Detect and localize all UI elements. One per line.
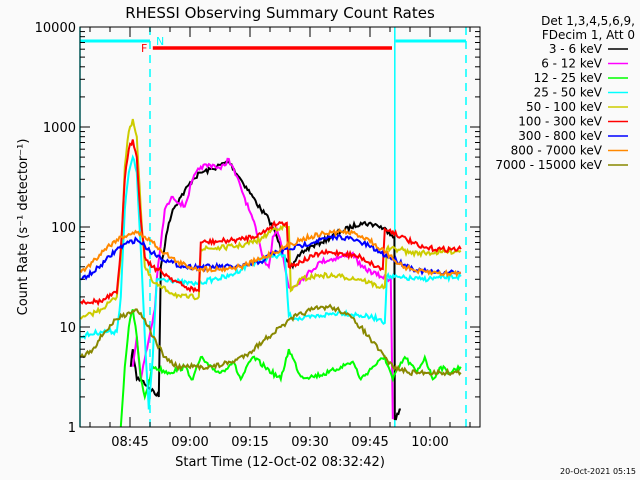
y-tick-label: 100 xyxy=(51,221,76,236)
legend-header-1: Det 1,3,4,5,6,9, xyxy=(541,14,635,28)
series-line-7 xyxy=(79,227,462,278)
night-label: N xyxy=(156,35,164,48)
legend-label-7: 800 - 7000 keV xyxy=(511,144,603,158)
legend-label-8: 7000 - 15000 keV xyxy=(495,158,602,172)
legend-label-1: 6 - 12 keV xyxy=(541,57,603,71)
y-tick-label: 10 xyxy=(59,321,76,336)
x-tick-label: 09:15 xyxy=(231,435,268,450)
legend-label-5: 100 - 300 keV xyxy=(518,115,602,129)
legend-label-6: 300 - 800 keV xyxy=(518,129,602,143)
legend-header-2: FDecim 1, Att 0 xyxy=(542,28,635,42)
x-tick-label: 09:00 xyxy=(171,435,208,450)
x-tick-label: 08:45 xyxy=(111,435,148,450)
y-tick-label: 10000 xyxy=(35,21,76,36)
y-tick-label: 1000 xyxy=(43,121,76,136)
series-line-2 xyxy=(119,309,462,428)
legend-label-3: 25 - 50 keV xyxy=(534,86,603,100)
series-line-8 xyxy=(79,303,462,377)
legend-label-4: 50 - 100 keV xyxy=(526,100,603,114)
series-line-4 xyxy=(79,118,462,320)
legend-label-0: 3 - 6 keV xyxy=(549,42,603,56)
series-line-1 xyxy=(131,157,394,420)
x-tick-label: 09:30 xyxy=(291,435,328,450)
series-line-5 xyxy=(80,139,462,307)
flare-label: F xyxy=(141,42,147,55)
legend-label-2: 12 - 25 keV xyxy=(534,71,603,85)
x-tick-label: 10:00 xyxy=(411,435,448,450)
legend: Det 1,3,4,5,6,9, FDecim 1, Att 0 3 - 6 k… xyxy=(495,14,635,172)
series-line-0 xyxy=(129,160,401,421)
x-axis-label: Start Time (12-Oct-02 08:32:42) xyxy=(175,455,385,470)
footer-timestamp: 20-Oct-2021 05:15 xyxy=(560,467,636,476)
chart-title: RHESSI Observing Summary Count Rates xyxy=(125,4,435,22)
series-line-3 xyxy=(80,154,462,410)
y-tick-label: 1 xyxy=(68,421,76,436)
x-tick-label: 09:45 xyxy=(351,435,388,450)
y-axis-label: Count Rate (s⁻¹ detector⁻¹) xyxy=(16,139,31,316)
